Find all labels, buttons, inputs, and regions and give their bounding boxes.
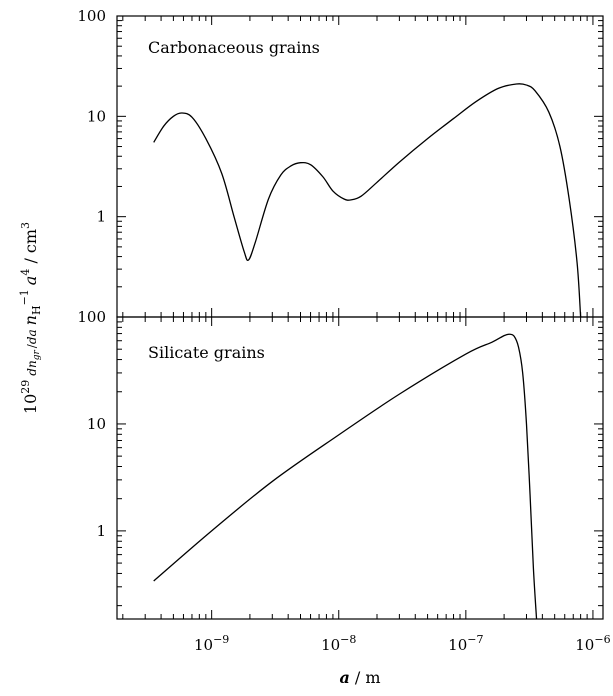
y-label-n-sup: −1: [18, 289, 31, 305]
y-label-unit-sup: 3: [19, 222, 32, 229]
x-tick-label-base: 10: [321, 636, 340, 654]
y-tick-label: 10: [87, 107, 106, 125]
panel-label-silicate: Silicate grains: [148, 343, 265, 362]
y-label-frac-num-sub: gr: [32, 350, 42, 361]
x-axis-label: a / m: [339, 668, 380, 687]
x-tick-label: 10−9: [194, 633, 229, 654]
x-tick-labels: 10−9 10−8 10−7 10−6: [194, 633, 611, 654]
x-ticks-top: [122, 16, 594, 317]
x-axis-label-unit: / m: [350, 668, 381, 687]
y-label-frac-num: dn: [25, 360, 39, 375]
plot-frame-bottom: [116, 316, 604, 620]
x-tick-label: 10−7: [448, 633, 483, 654]
x-tick-label-exp: −9: [213, 633, 229, 646]
x-tick-label-base: 10: [194, 636, 213, 654]
x-tick-label-exp: −7: [467, 633, 483, 646]
series-line-silicate: [153, 333, 538, 619]
y-label-coef: 10: [21, 394, 40, 414]
x-tick-label-exp: −6: [594, 633, 610, 646]
y-tick-label: 10: [87, 415, 106, 433]
y-label-coef-exp: 29: [19, 380, 32, 394]
x-tick-label: 10−8: [321, 633, 356, 654]
y-axis-label-text: 1029 dngr /da nH−1 a4 / cm3: [18, 222, 43, 414]
y-label-slash: /: [25, 343, 39, 348]
y-tick-label: 100: [77, 7, 106, 25]
x-tick-label-base: 10: [448, 636, 467, 654]
y-label-a-sup: 4: [19, 269, 32, 276]
y-label-frac-den: da: [25, 329, 39, 344]
y-tick-label: 1: [96, 208, 106, 226]
y-ticks-bottom: 1 10 100: [77, 308, 603, 607]
y-label-unit: / cm: [21, 229, 40, 269]
x-tick-label-base: 10: [575, 636, 594, 654]
y-ticks-top: 1 10 100: [77, 7, 603, 318]
panel-silicate: Silicate grains 1 10 100: [77, 308, 604, 620]
y-tick-label: 1: [96, 522, 106, 540]
x-tick-label: 10−6: [575, 633, 610, 654]
y-tick-label: 100: [77, 308, 106, 326]
y-axis-label: 1029 dngr /da nH−1 a4 / cm3: [18, 222, 43, 414]
panel-label-carbonaceous: Carbonaceous grains: [148, 38, 320, 57]
panel-carbonaceous: Carbonaceous grains 1 10 100: [77, 7, 604, 318]
x-tick-label-exp: −8: [340, 633, 356, 646]
x-ticks-bottom: [122, 317, 594, 619]
x-axis-label-var: a: [339, 668, 349, 687]
y-label-n-sub: H: [30, 305, 43, 315]
y-label-a: a: [21, 276, 40, 286]
y-label-n: n: [21, 315, 40, 325]
series-line-carbonaceous: [153, 83, 582, 317]
plot-frame-top: [116, 15, 604, 318]
